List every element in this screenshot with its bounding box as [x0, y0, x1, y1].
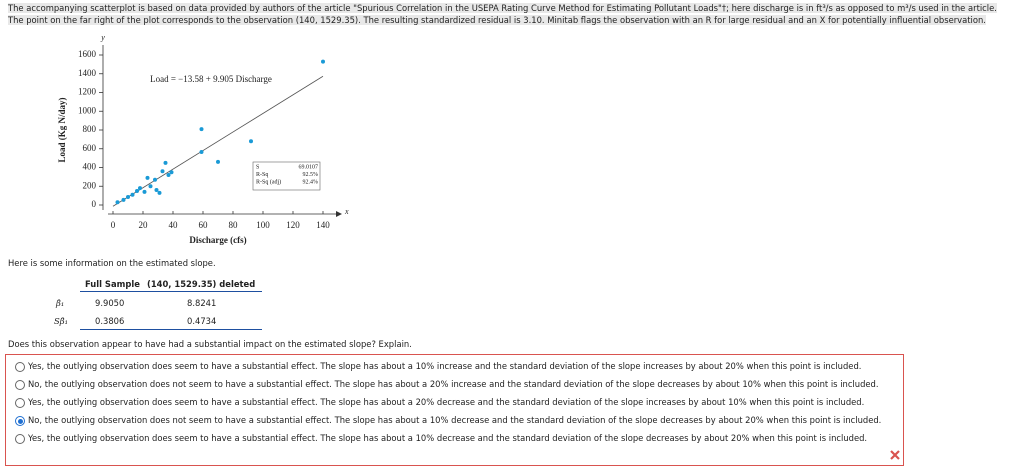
row-label: β̂₁: [56, 298, 65, 308]
data-point: [126, 195, 130, 200]
table-header: Full Sample: [85, 279, 140, 289]
options-box: Yes, the outlying observation does seem …: [5, 354, 904, 466]
data-point: [166, 173, 171, 177]
data-point: [199, 127, 204, 132]
cell: 0.3806: [95, 316, 125, 326]
y-tick-label: 1200: [78, 87, 97, 97]
x-tick-label: 20: [139, 220, 149, 230]
option-text[interactable]: Yes, the outlying observation does seem …: [28, 433, 868, 443]
y-tick-label: 0: [92, 199, 97, 209]
x-axis-label: Discharge (cfs): [189, 235, 246, 245]
radio-button[interactable]: [15, 434, 25, 444]
row-label: Sβ̂₁: [54, 316, 68, 326]
x-tick-label: 40: [169, 220, 179, 230]
stat-value: 69.0107: [299, 164, 319, 170]
x-tick-label: 60: [199, 220, 209, 230]
y-tick-label: 200: [83, 180, 97, 190]
x-tick-label: 140: [316, 220, 330, 230]
data-point: [160, 169, 165, 174]
slope-table: Full Sample (140, 1529.35) deleted β̂₁ 9…: [54, 279, 262, 330]
option-text[interactable]: Yes, the outlying observation does seem …: [28, 397, 865, 407]
data-point: [130, 192, 135, 197]
data-point: [216, 159, 220, 164]
y-tick-label: 1600: [78, 49, 97, 59]
stat-value: 92.4%: [303, 179, 319, 185]
data-point: [145, 175, 150, 180]
x-letter: x: [344, 207, 349, 216]
x-tick-label: 0: [111, 220, 116, 230]
y-letter: y: [100, 33, 105, 42]
y-tick-label: 800: [83, 124, 97, 134]
data-point: [154, 188, 159, 192]
data-point: [153, 177, 157, 182]
wrong-icon: [890, 450, 900, 460]
intro-line: The point on the far right of the plot c…: [8, 15, 986, 25]
option-text[interactable]: Yes, the outlying observation does seem …: [28, 361, 862, 371]
rule: [80, 329, 262, 330]
data-point: [148, 184, 153, 189]
intro-text: Here is some information on the estimate…: [8, 258, 216, 268]
fit-line: [112, 75, 324, 207]
question: Does this observation appear to have had…: [8, 339, 412, 349]
stat-label: R-Sq: [256, 172, 268, 178]
stats-box: [252, 161, 321, 191]
data-point: [249, 139, 253, 144]
data-point: [121, 197, 126, 202]
data-point: [163, 160, 168, 165]
data-point: [138, 186, 142, 191]
intro-line: The accompanying scatterplot is based on…: [8, 3, 997, 13]
data-point: [169, 170, 174, 175]
radio-button[interactable]: [15, 380, 25, 390]
radio-button[interactable]: [15, 416, 25, 426]
data-point: [157, 190, 162, 195]
x-tick-label: 120: [286, 220, 300, 230]
stat-value: 92.5%: [303, 172, 319, 178]
cell: 9.9050: [95, 298, 125, 308]
table-header: (140, 1529.35) deleted: [147, 279, 256, 289]
data-point: [135, 188, 139, 193]
x-tick-label: 100: [256, 220, 270, 230]
x-arrow: [336, 211, 342, 217]
y-tick-label: 1000: [78, 105, 97, 115]
y-tick-label: 400: [83, 162, 97, 172]
data-point: [115, 200, 120, 205]
option-text[interactable]: No, the outlying observation does not se…: [28, 415, 882, 425]
data-point: [199, 150, 204, 155]
option-text[interactable]: No, the outlying observation does not se…: [28, 379, 879, 389]
cell: 8.8241: [187, 298, 217, 308]
rule: [80, 291, 262, 292]
y-axis-label: Load (Kg N/day): [57, 97, 67, 162]
data-point: [321, 59, 325, 64]
stat-label: R-Sq (adj): [256, 178, 281, 185]
y-tick-label: 600: [83, 143, 97, 153]
scatterplot: y x Load (Kg N/day) Discharge (cfs) Load…: [57, 33, 349, 245]
data-point: [142, 189, 147, 194]
radio-button[interactable]: [15, 362, 25, 372]
stat-label: S: [256, 164, 259, 170]
x-tick-label: 80: [229, 220, 239, 230]
cell: 0.4734: [187, 316, 217, 326]
radio-button[interactable]: [15, 398, 25, 408]
y-tick-label: 1400: [78, 68, 97, 78]
equation: Load = −13.58 + 9.905 Discharge: [150, 74, 272, 84]
